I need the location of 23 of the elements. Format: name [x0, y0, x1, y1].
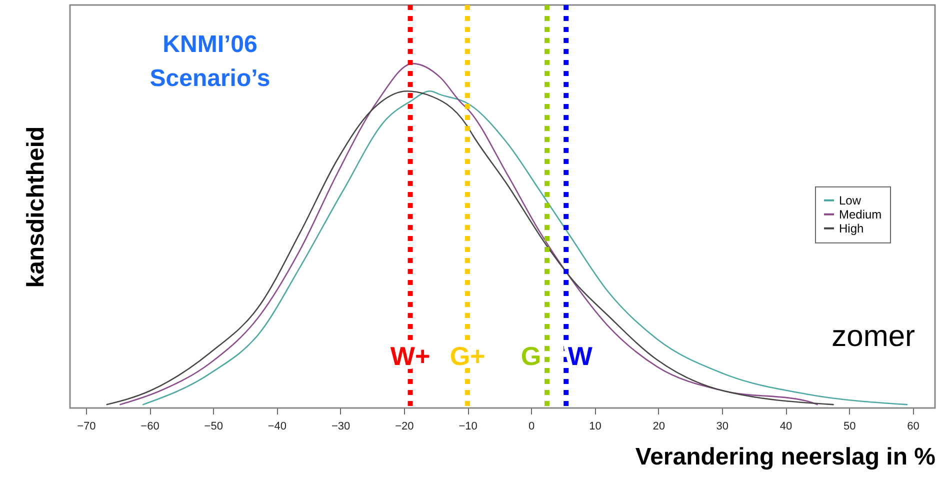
ref-line-label: W	[568, 341, 593, 371]
x-axis-title: Verandering neerslag in %	[635, 444, 936, 470]
x-tick-label: −70	[77, 420, 96, 432]
legend-label: Medium	[839, 207, 882, 222]
x-tick-label: 50	[844, 420, 856, 432]
y-axis-title: kansdichtheid	[22, 126, 50, 288]
ref-line-label: G	[520, 341, 542, 371]
legend-label: Low	[839, 193, 862, 208]
x-tick-label: 40	[780, 420, 792, 432]
x-tick-label: 10	[589, 420, 602, 432]
x-tick-label: −40	[268, 420, 287, 432]
chart-title: KNMI’06 Scenario’s	[150, 31, 270, 92]
legend-label: High	[839, 221, 864, 236]
annotation: zomer	[832, 320, 915, 353]
x-tick-label: 20	[652, 420, 665, 432]
x-tick-label: 0	[528, 420, 535, 432]
x-tick-label: −30	[331, 420, 350, 432]
x-tick-label: 60	[907, 420, 920, 432]
x-tick-label: −50	[204, 420, 223, 432]
x-tick-label: −60	[140, 420, 160, 432]
x-tick-label: −20	[395, 420, 414, 432]
x-tick-label: −10	[458, 420, 478, 432]
x-tick-label: 30	[716, 420, 729, 432]
